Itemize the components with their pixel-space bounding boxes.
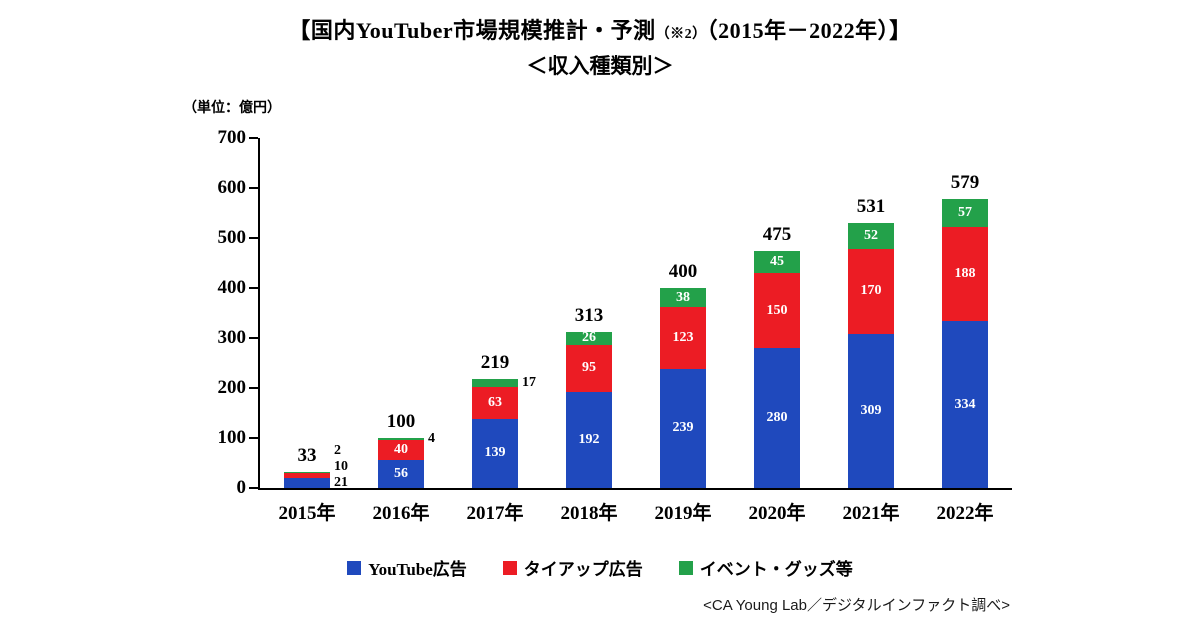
legend-item: YouTube広告 — [347, 555, 467, 580]
legend-item: イベント・グッズ等 — [678, 555, 853, 580]
y-tick-label: 0 — [236, 477, 247, 498]
bar-segment — [942, 198, 988, 227]
legend-swatch — [347, 560, 362, 575]
bar-segment — [472, 378, 518, 387]
legend-swatch — [678, 560, 693, 575]
x-category-label: 2022年 — [936, 503, 994, 524]
legend-swatch — [502, 560, 517, 575]
y-tick-label: 400 — [217, 277, 247, 298]
bar-segment — [284, 477, 330, 488]
segment-value-label: 40 — [394, 442, 408, 457]
y-tick-mark — [249, 137, 258, 139]
y-tick-mark — [249, 387, 258, 389]
outside-value-label: 17 — [522, 374, 536, 390]
outside-value-label: 4 — [428, 431, 435, 446]
x-category-label: 2018年 — [560, 503, 618, 524]
bar-segment — [566, 331, 612, 345]
segment-value-label: 239 — [672, 420, 694, 436]
outside-value-label: 21 — [334, 474, 348, 490]
legend-label: イベント・グッズ等 — [699, 560, 853, 579]
chart-title: 【国内YouTuber市場規模推計・予測（※2）（2015年－2022年）】 — [0, 13, 1200, 45]
bar-segment — [942, 227, 988, 321]
segment-value-label: 309 — [860, 402, 882, 418]
source-credit: <CA Young Lab／デジタルインファクト調べ> — [703, 597, 1010, 614]
segment-value-label: 150 — [766, 302, 788, 318]
chart-title-note: （※2） — [655, 27, 707, 42]
x-category-label: 2017年 — [466, 503, 524, 524]
legend-item: タイアップ広告 — [502, 555, 643, 580]
chart-title-main: 【国内YouTuber市場規模推計・予測 — [288, 18, 656, 43]
outside-value-label: 2 — [334, 442, 341, 458]
total-value-label: 100 — [386, 411, 416, 432]
segment-value-label: 123 — [672, 329, 694, 345]
plot-area: 21 10 2 33 56 40 4 100 139 63 17 219 192 95 26 313 239 12… — [258, 138, 1012, 490]
legend-label: タイアップ広告 — [523, 560, 643, 579]
y-tick-mark — [249, 437, 258, 439]
segment-value-label: 188 — [954, 266, 976, 281]
segment-value-label: 280 — [766, 410, 788, 425]
bar-segment — [754, 348, 800, 488]
bar-segment — [660, 288, 706, 307]
total-value-label: 313 — [574, 304, 604, 326]
segment-value-label: 192 — [578, 432, 600, 447]
bar-segment — [660, 307, 706, 369]
total-value-label: 33 — [297, 444, 317, 466]
x-category-label: 2015年 — [278, 503, 336, 524]
segment-value-label: 56 — [394, 466, 408, 481]
segment-value-label: 45 — [770, 253, 784, 269]
segment-value-label: 334 — [954, 396, 976, 412]
bar-segment — [848, 222, 894, 249]
y-tick-label: 100 — [217, 427, 247, 448]
bar-segment — [754, 273, 800, 348]
y-tick-mark — [249, 237, 258, 239]
x-category-label: 2019年 — [654, 503, 712, 524]
y-tick-label: 500 — [217, 227, 247, 248]
segment-value-label: 170 — [860, 283, 882, 298]
x-category-label: 2020年 — [748, 503, 806, 524]
segment-value-label: 57 — [958, 204, 972, 220]
bar-segment — [472, 418, 518, 488]
y-tick-label: 200 — [217, 377, 247, 398]
y-tick-mark — [249, 487, 258, 489]
chart-title-range: （2015年－2022年）】 — [706, 18, 912, 43]
unit-label: （単位：億円） — [183, 101, 281, 116]
legend-label: YouTube広告 — [368, 560, 467, 579]
x-category-label: 2021年 — [842, 503, 900, 524]
bar-segment — [942, 321, 988, 488]
y-tick-mark — [249, 287, 258, 289]
chart-subtitle: ＜収入種類別＞ — [526, 54, 674, 78]
bar-segment — [566, 344, 612, 392]
segment-value-label: 52 — [864, 227, 878, 243]
total-value-label: 400 — [668, 261, 698, 282]
legend: YouTube広告 タイアップ広告 イベント・グッズ等 — [0, 555, 1200, 580]
segment-value-label: 139 — [484, 445, 506, 461]
x-category-label: 2016年 — [372, 503, 430, 524]
total-value-label: 219 — [480, 351, 510, 373]
bar-segment — [378, 440, 424, 460]
y-tick-mark — [249, 187, 258, 189]
bar-segment — [284, 472, 330, 478]
y-tick-mark — [249, 337, 258, 339]
y-tick-label: 300 — [217, 327, 247, 348]
bar-segment — [848, 248, 894, 334]
y-tick-label: 600 — [217, 177, 247, 198]
segment-value-label: 38 — [676, 289, 690, 305]
total-value-label: 579 — [950, 171, 980, 193]
outside-value-label: 10 — [334, 458, 348, 474]
segment-value-label: 95 — [582, 360, 596, 376]
bar-segment — [566, 392, 612, 488]
bar-segment — [754, 250, 800, 273]
total-value-label: 475 — [762, 223, 792, 245]
bar-segment — [378, 460, 424, 488]
bar-segment — [472, 387, 518, 419]
segment-value-label: 63 — [488, 394, 502, 410]
y-tick-label: 700 — [217, 127, 247, 148]
bar-segment — [660, 368, 706, 488]
bar-segment — [284, 471, 330, 473]
segment-value-label: 26 — [582, 330, 596, 345]
bar-segment — [378, 438, 424, 440]
bar-segment — [848, 333, 894, 488]
total-value-label: 531 — [856, 195, 886, 217]
